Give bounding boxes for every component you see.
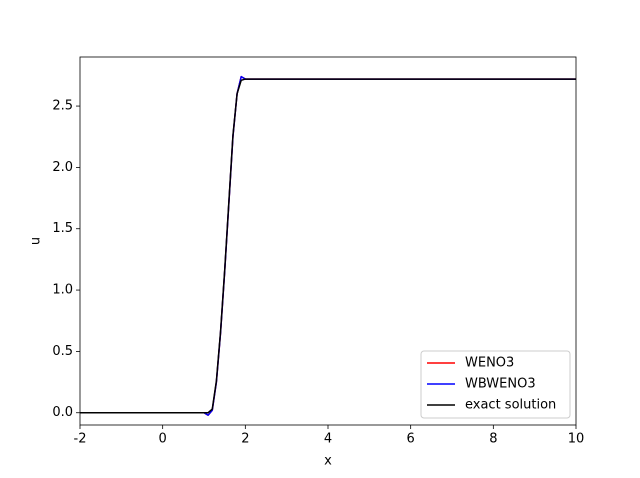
- y-axis-label: u: [29, 237, 44, 245]
- y-tick-label: 2.5: [52, 99, 73, 114]
- legend-label: exact solution: [465, 398, 556, 413]
- y-tick-label: 0.0: [52, 405, 73, 420]
- legend-box: [420, 350, 571, 419]
- x-tick-label: 10: [568, 432, 585, 447]
- x-tick-label: 0: [159, 432, 167, 447]
- x-tick-label: 2: [241, 432, 249, 447]
- legend-label: WENO3: [465, 356, 514, 371]
- x-tick-label: -2: [74, 432, 87, 447]
- x-tick-label: 4: [324, 432, 332, 447]
- y-tick-label: 1.5: [52, 221, 73, 236]
- y-tick-label: 2.0: [52, 160, 73, 175]
- plot-area: [80, 75, 576, 416]
- x-axis-label: x: [324, 454, 332, 469]
- y-tick-label: 0.5: [52, 344, 73, 359]
- y-tick-label: 1.0: [52, 283, 73, 298]
- legend-label: WBWENO3: [465, 377, 536, 392]
- line: [80, 78, 576, 414]
- x-tick-label: 6: [407, 432, 415, 447]
- axes-frame: [79, 56, 577, 426]
- x-tick-label: 8: [489, 432, 497, 447]
